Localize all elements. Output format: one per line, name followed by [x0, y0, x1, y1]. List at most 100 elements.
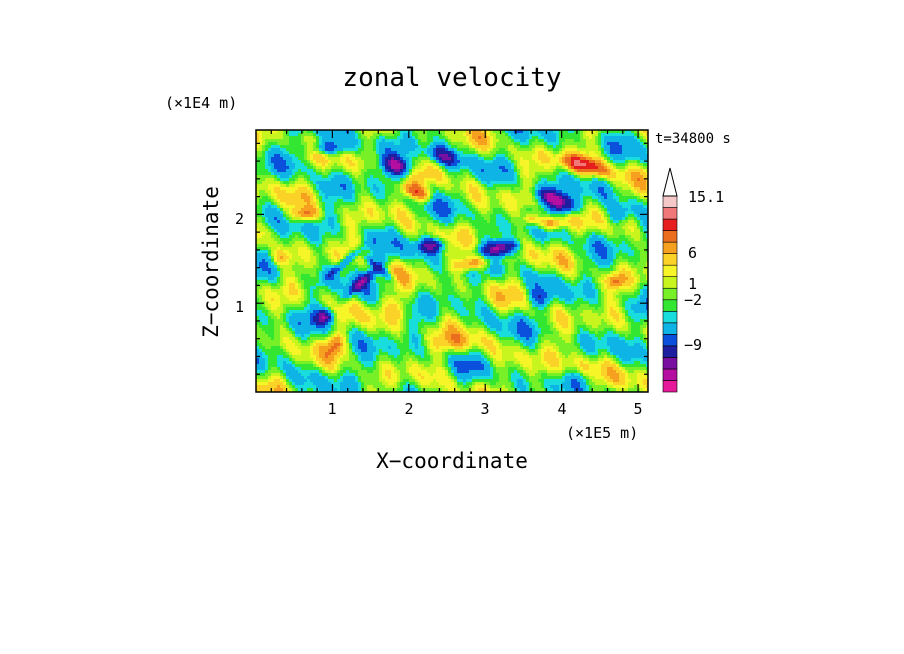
field-cell — [331, 217, 334, 220]
field-cell — [532, 184, 535, 187]
field-cell — [532, 136, 535, 139]
field-cell — [274, 211, 277, 214]
field-cell — [472, 223, 475, 226]
field-cell — [580, 130, 583, 133]
field-cell — [388, 196, 391, 199]
field-cell — [292, 229, 295, 232]
field-cell — [265, 238, 268, 241]
field-cell — [355, 145, 358, 148]
field-cell — [403, 196, 406, 199]
field-cell — [454, 202, 457, 205]
field-cell — [337, 184, 340, 187]
field-cell — [475, 226, 478, 229]
field-cell — [358, 202, 361, 205]
field-cell — [298, 229, 301, 232]
field-cell — [454, 181, 457, 184]
field-cell — [631, 193, 634, 196]
field-cell — [538, 175, 541, 178]
field-cell — [508, 205, 511, 208]
field-cell — [331, 184, 334, 187]
field-cell — [595, 136, 598, 139]
field-cell — [352, 199, 355, 202]
field-cell — [388, 217, 391, 220]
field-cell — [634, 238, 637, 241]
field-cell — [460, 172, 463, 175]
field-cell — [292, 217, 295, 220]
field-cell — [412, 184, 415, 187]
field-cell — [265, 202, 268, 205]
field-cell — [388, 211, 391, 214]
field-cell — [508, 145, 511, 148]
field-cell — [454, 172, 457, 175]
field-cell — [391, 211, 394, 214]
field-cell — [400, 184, 403, 187]
field-cell — [493, 220, 496, 223]
field-cell — [586, 184, 589, 187]
field-cell — [628, 229, 631, 232]
field-cell — [373, 217, 376, 220]
field-cell — [472, 226, 475, 229]
field-cell — [319, 184, 322, 187]
field-cell — [592, 157, 595, 160]
field-cell — [424, 235, 427, 238]
field-cell — [544, 136, 547, 139]
field-cell — [571, 163, 574, 166]
field-cell — [286, 154, 289, 157]
field-cell — [547, 202, 550, 205]
field-cell — [319, 208, 322, 211]
field-cell — [271, 220, 274, 223]
field-cell — [544, 238, 547, 241]
field-cell — [316, 136, 319, 139]
field-cell — [559, 208, 562, 211]
field-cell — [607, 178, 610, 181]
field-cell — [418, 235, 421, 238]
field-cell — [364, 157, 367, 160]
field-cell — [613, 205, 616, 208]
field-cell — [454, 229, 457, 232]
field-cell — [256, 175, 259, 178]
field-cell — [637, 145, 640, 148]
field-cell — [484, 235, 487, 238]
field-cell — [415, 169, 418, 172]
field-cell — [388, 139, 391, 142]
field-cell — [571, 184, 574, 187]
field-cell — [367, 142, 370, 145]
field-cell — [337, 151, 340, 154]
field-cell — [487, 241, 490, 244]
field-cell — [346, 235, 349, 238]
field-cell — [445, 238, 448, 241]
field-cell — [586, 163, 589, 166]
field-cell — [514, 151, 517, 154]
field-cell — [565, 166, 568, 169]
field-cell — [610, 190, 613, 193]
field-cell — [562, 205, 565, 208]
field-cell — [646, 229, 648, 232]
field-cell — [583, 166, 586, 169]
field-cell — [529, 184, 532, 187]
field-cell — [271, 130, 274, 133]
field-cell — [574, 229, 577, 232]
field-cell — [547, 238, 550, 241]
field-cell — [478, 229, 481, 232]
field-cell — [454, 166, 457, 169]
field-cell — [637, 172, 640, 175]
field-cell — [454, 199, 457, 202]
field-cell — [616, 229, 619, 232]
field-cell — [556, 148, 559, 151]
field-cell — [610, 196, 613, 199]
field-cell — [592, 223, 595, 226]
field-cell — [583, 238, 586, 241]
field-cell — [430, 166, 433, 169]
field-cell — [475, 145, 478, 148]
field-cell — [397, 199, 400, 202]
field-cell — [433, 190, 436, 193]
field-cell — [481, 178, 484, 181]
field-cell — [319, 190, 322, 193]
field-cell — [298, 160, 301, 163]
field-cell — [466, 220, 469, 223]
field-cell — [589, 154, 592, 157]
field-cell — [514, 175, 517, 178]
field-cell — [535, 136, 538, 139]
field-cell — [631, 235, 634, 238]
field-cell — [487, 196, 490, 199]
